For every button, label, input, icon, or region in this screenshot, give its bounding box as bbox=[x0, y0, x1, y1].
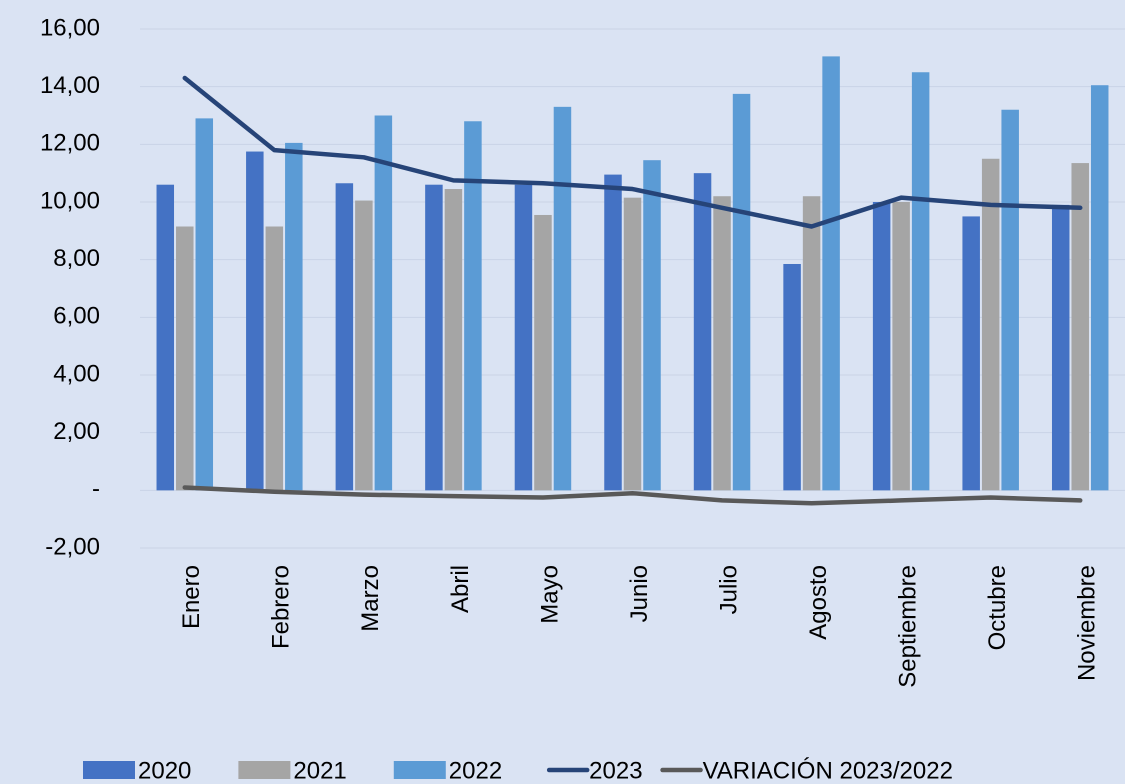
x-tick-label: Agosto bbox=[805, 565, 832, 640]
x-tick-label: Marzo bbox=[357, 565, 384, 632]
y-tick-label: 2,00 bbox=[53, 418, 100, 445]
bar bbox=[732, 93, 751, 491]
y-tick-label: 10,00 bbox=[40, 187, 100, 214]
legend-swatch bbox=[83, 761, 135, 779]
bar bbox=[892, 202, 910, 491]
bar bbox=[713, 196, 731, 491]
bar bbox=[176, 226, 194, 491]
bar bbox=[534, 214, 552, 491]
bar bbox=[444, 189, 463, 491]
line bbox=[182, 485, 1083, 506]
y-tick-label: 14,00 bbox=[40, 72, 100, 99]
bar bbox=[355, 200, 373, 491]
bar bbox=[553, 106, 572, 491]
bar bbox=[1090, 85, 1109, 491]
x-tick-label: Octubre bbox=[984, 565, 1011, 650]
bar bbox=[1051, 204, 1070, 491]
bar bbox=[962, 216, 980, 491]
bar bbox=[374, 115, 393, 491]
y-tick-label: -2,00 bbox=[45, 533, 100, 560]
legend-swatch bbox=[393, 761, 446, 779]
bar bbox=[623, 197, 642, 491]
x-tick-label: Noviembre bbox=[1074, 565, 1101, 681]
y-tick-label: 6,00 bbox=[53, 303, 100, 330]
bar bbox=[156, 184, 175, 491]
x-tick-label: Septiembre bbox=[894, 565, 921, 688]
bar bbox=[872, 202, 891, 491]
bar bbox=[335, 183, 354, 491]
x-tick-label: Abril bbox=[447, 565, 474, 613]
bar bbox=[425, 184, 443, 491]
bar bbox=[1001, 109, 1019, 491]
x-tick-label: Enero bbox=[178, 565, 205, 629]
y-tick-label: 4,00 bbox=[53, 360, 100, 387]
bar bbox=[783, 263, 801, 491]
bar bbox=[285, 142, 303, 491]
bar bbox=[693, 173, 712, 491]
bar bbox=[802, 196, 821, 491]
bar bbox=[1071, 163, 1089, 491]
bar bbox=[514, 184, 533, 491]
x-tick-label: Mayo bbox=[536, 565, 563, 624]
bar bbox=[981, 158, 1000, 491]
bar bbox=[195, 118, 214, 491]
bar bbox=[265, 226, 284, 491]
x-tick-label: Febrero bbox=[268, 565, 295, 649]
y-tick-label: 12,00 bbox=[40, 130, 100, 157]
legend-label: VARIACIÓN 2023/2022 bbox=[703, 757, 953, 784]
legend-label: 2020 bbox=[138, 757, 191, 784]
bar bbox=[246, 151, 264, 491]
bar bbox=[464, 121, 482, 491]
legend-label: 2021 bbox=[293, 757, 346, 784]
line bbox=[182, 75, 1083, 229]
legend-label: 2022 bbox=[449, 757, 502, 784]
x-tick-label: Junio bbox=[626, 565, 653, 622]
y-tick-label: 8,00 bbox=[53, 245, 100, 272]
bar bbox=[822, 56, 840, 491]
y-tick-label: - bbox=[92, 476, 100, 503]
y-tick-label: 16,00 bbox=[40, 14, 100, 41]
bar bbox=[604, 174, 622, 491]
bar bbox=[911, 72, 930, 491]
legend-swatch bbox=[238, 761, 291, 779]
legend-label: 2023 bbox=[589, 757, 642, 784]
x-tick-label: Julio bbox=[715, 565, 742, 614]
bar bbox=[643, 160, 661, 491]
